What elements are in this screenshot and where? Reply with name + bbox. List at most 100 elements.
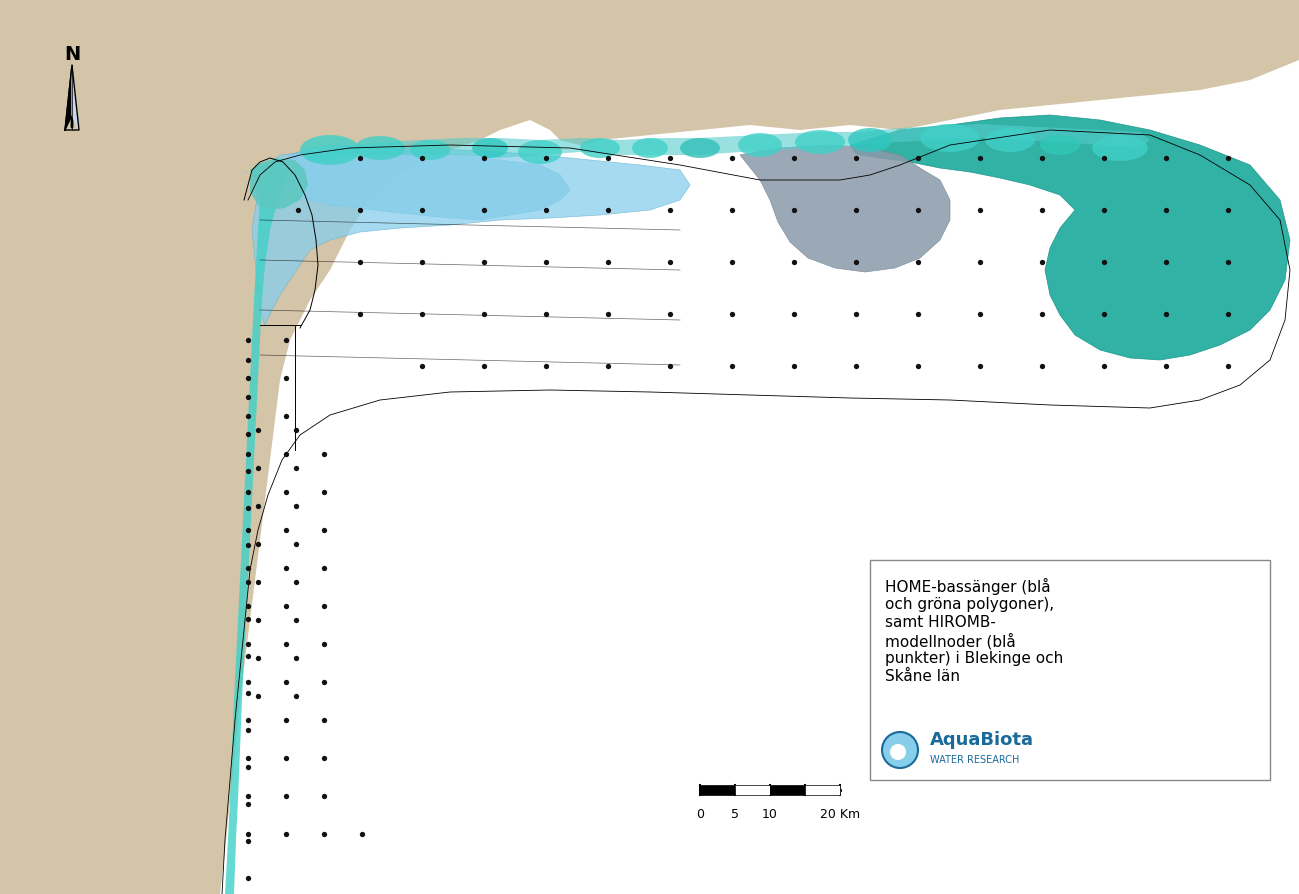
Point [238, 789, 259, 803]
Point [535, 358, 556, 373]
Point [1156, 203, 1177, 217]
Point [275, 675, 296, 689]
Point [286, 423, 307, 437]
Polygon shape [920, 124, 979, 152]
Point [598, 307, 618, 321]
Polygon shape [1092, 135, 1148, 161]
Point [474, 307, 495, 321]
Point [598, 255, 618, 269]
Point [722, 307, 743, 321]
Point [286, 460, 307, 475]
Point [238, 675, 259, 689]
Point [598, 151, 618, 165]
Point [238, 485, 259, 499]
Polygon shape [305, 124, 1150, 162]
Point [238, 353, 259, 367]
Circle shape [882, 732, 918, 768]
Point [535, 203, 556, 217]
Point [1031, 203, 1052, 217]
Point [313, 827, 334, 841]
Point [1031, 255, 1052, 269]
Point [474, 358, 495, 373]
Polygon shape [300, 135, 360, 165]
Point [349, 307, 370, 321]
Text: HOME-bassänger (blå
och gröna polygoner),
samt HIROMB-
modellnoder (blå
punkter): HOME-bassänger (blå och gröna polygoner)… [885, 578, 1064, 684]
Point [287, 203, 308, 217]
Point [275, 751, 296, 765]
Point [660, 203, 681, 217]
Text: 10: 10 [763, 808, 778, 821]
Polygon shape [740, 145, 950, 272]
Point [535, 307, 556, 321]
Point [908, 151, 929, 165]
Point [238, 575, 259, 589]
Polygon shape [0, 0, 560, 894]
Point [535, 151, 556, 165]
Point [238, 390, 259, 404]
Point [1217, 203, 1238, 217]
Point [474, 151, 495, 165]
Point [238, 561, 259, 575]
Point [1217, 358, 1238, 373]
Point [238, 409, 259, 423]
Point [313, 447, 334, 461]
Point [275, 561, 296, 575]
Point [238, 426, 259, 441]
Point [783, 307, 804, 321]
Point [313, 751, 334, 765]
Point [474, 255, 495, 269]
Point [275, 827, 296, 841]
Point [535, 255, 556, 269]
Point [275, 371, 296, 385]
Point [238, 834, 259, 848]
Point [313, 485, 334, 499]
Point [1217, 151, 1238, 165]
Point [238, 871, 259, 885]
Bar [735, 785, 770, 795]
Point [412, 255, 433, 269]
Polygon shape [410, 140, 449, 160]
Point [598, 203, 618, 217]
Point [248, 460, 269, 475]
Point [238, 599, 259, 613]
Point [846, 358, 866, 373]
Polygon shape [738, 133, 782, 157]
Text: 5: 5 [731, 808, 739, 821]
Point [286, 651, 307, 665]
Point [238, 501, 259, 515]
Text: N: N [64, 46, 81, 64]
Point [238, 649, 259, 663]
Point [313, 713, 334, 727]
Point [248, 689, 269, 704]
Point [783, 255, 804, 269]
Point [846, 203, 866, 217]
Point [286, 499, 307, 513]
Point [660, 255, 681, 269]
Point [969, 151, 990, 165]
Point [238, 686, 259, 700]
Point [248, 651, 269, 665]
Point [1156, 358, 1177, 373]
Text: 20 Km: 20 Km [820, 808, 860, 821]
Text: WATER RESEARCH: WATER RESEARCH [930, 755, 1020, 765]
Point [1217, 307, 1238, 321]
Point [238, 723, 259, 738]
Point [275, 333, 296, 347]
Point [238, 713, 259, 727]
Bar [805, 785, 840, 795]
Point [238, 797, 259, 811]
Point [846, 307, 866, 321]
Point [248, 613, 269, 628]
Polygon shape [850, 115, 1290, 360]
Point [722, 151, 743, 165]
Circle shape [890, 744, 905, 760]
Point [349, 255, 370, 269]
Polygon shape [633, 138, 668, 158]
Polygon shape [249, 158, 308, 210]
Point [474, 203, 495, 217]
Point [783, 358, 804, 373]
Point [908, 358, 929, 373]
Point [1031, 151, 1052, 165]
Point [313, 675, 334, 689]
Polygon shape [65, 65, 71, 130]
